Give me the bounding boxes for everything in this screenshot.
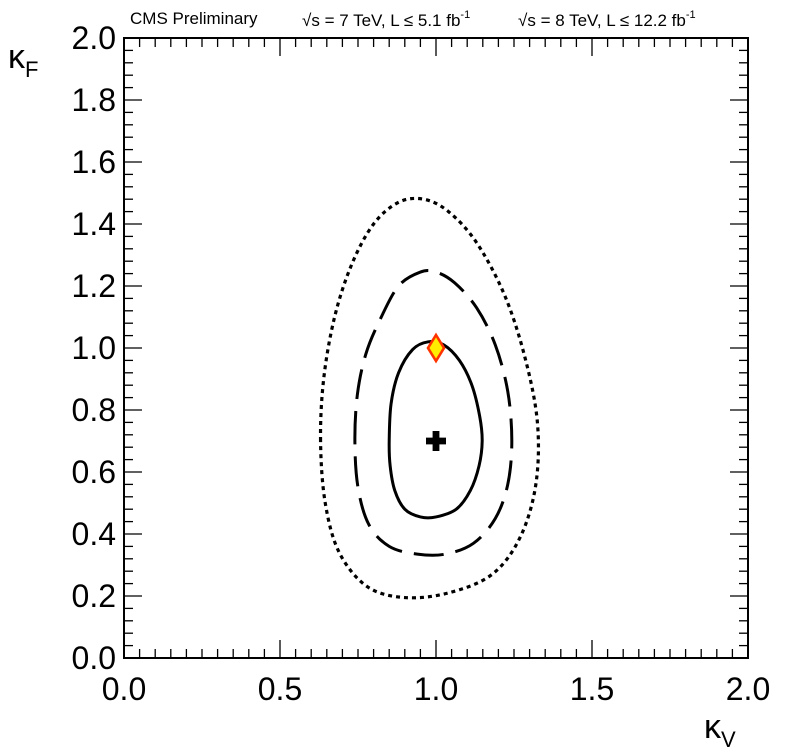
x-axis-symbol: κ bbox=[704, 708, 722, 746]
sqrt-symbol-1: √ bbox=[302, 11, 312, 30]
sqrt-symbol-2: √ bbox=[518, 11, 528, 30]
run1-energy-label: √s = 7 TeV, L ≤ 5.1 fb-1 bbox=[302, 9, 470, 30]
experiment-label: CMS Preliminary bbox=[130, 9, 258, 28]
run2-label-text: s = 8 TeV, L ≤ 12.2 fb bbox=[527, 11, 686, 30]
y-tick-label: 0.6 bbox=[72, 454, 116, 490]
axis-ticks bbox=[123, 37, 749, 659]
x-tick-label: 0.0 bbox=[102, 671, 146, 707]
sm-expectation-marker bbox=[426, 332, 446, 364]
y-tick-label: 2.0 bbox=[72, 20, 116, 56]
x-tick-label: 1.5 bbox=[570, 671, 614, 707]
likelihood-contours bbox=[318, 196, 541, 600]
y-axis-title: κF bbox=[8, 38, 38, 82]
y-tick-label: 0.8 bbox=[72, 392, 116, 428]
contour-dashed bbox=[353, 268, 514, 557]
axis-tick-labels: 0.0 0.5 1.0 1.5 2.0 0.0 0.2 0.4 0.6 0.8 1.0 1.2 1.4 1… bbox=[72, 20, 771, 707]
y-tick-label: 1.8 bbox=[72, 82, 116, 118]
x-tick-label: 0.5 bbox=[258, 671, 302, 707]
run1-exponent: -1 bbox=[460, 9, 470, 21]
x-tick-label: 2.0 bbox=[726, 671, 770, 707]
y-tick-label: 1.4 bbox=[72, 206, 116, 242]
x-axis-title: κV bbox=[704, 708, 736, 752]
x-axis-subscript: V bbox=[721, 727, 736, 752]
y-tick-label: 1.2 bbox=[72, 268, 116, 304]
y-tick-label: 0.4 bbox=[72, 516, 116, 552]
run2-energy-label: √s = 8 TeV, L ≤ 12.2 fb-1 bbox=[518, 9, 696, 30]
y-axis-subscript: F bbox=[25, 57, 38, 82]
y-tick-label: 0.0 bbox=[72, 640, 116, 676]
run2-exponent: -1 bbox=[686, 9, 696, 21]
x-tick-label: 1.0 bbox=[414, 671, 458, 707]
point-markers bbox=[426, 332, 446, 451]
run1-label-text: s = 7 TeV, L ≤ 5.1 fb bbox=[311, 11, 460, 30]
y-axis-symbol: κ bbox=[8, 38, 26, 76]
y-tick-label: 1.6 bbox=[72, 144, 116, 180]
y-tick-label: 1.0 bbox=[72, 330, 116, 366]
contour-dotted bbox=[318, 196, 541, 600]
best-fit-marker bbox=[426, 431, 446, 451]
contour-solid bbox=[387, 340, 484, 520]
y-tick-label: 0.2 bbox=[72, 578, 116, 614]
